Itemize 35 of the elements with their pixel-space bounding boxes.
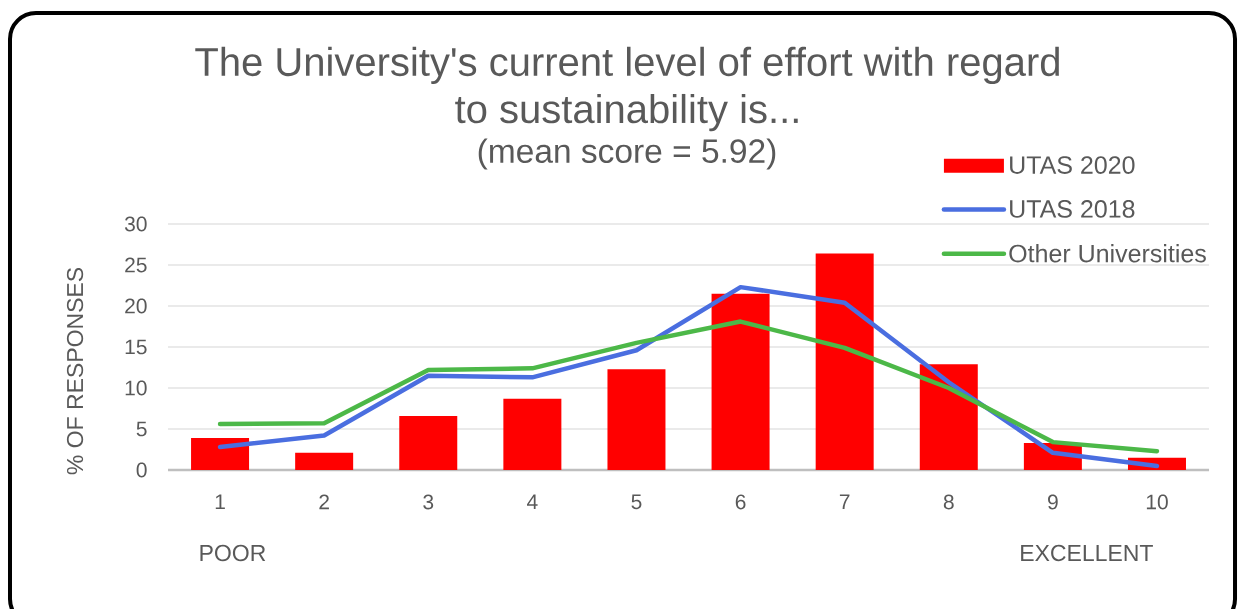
- legend-label: Other Universities: [1009, 244, 1206, 263]
- bar: [399, 415, 458, 470]
- line-series: [217, 319, 1160, 454]
- x-tick-label: 5: [631, 494, 642, 510]
- y-tick-label: 25: [125, 257, 147, 273]
- y-tick-label: 0: [136, 462, 147, 478]
- y-tick-label: 30: [124, 216, 147, 232]
- bar: [607, 369, 666, 470]
- text: POOR: [200, 544, 266, 562]
- x-tick-label: 7: [839, 494, 850, 509]
- legend-label: UTAS 2020: [1010, 156, 1135, 174]
- bar: [191, 438, 250, 470]
- x-tick-label: 9: [1048, 494, 1058, 510]
- bar: [711, 293, 770, 470]
- text: EXCELLENT: [1021, 544, 1153, 562]
- x-tick-label: 2: [319, 494, 329, 510]
- chart-title: The University's current level of effort with regard to sustainability is...: [195, 46, 1059, 132]
- x-tick-label: 8: [943, 494, 954, 510]
- y-axis-title: % OF RESPONSES: [66, 267, 84, 475]
- y-tick-label: 15: [125, 339, 147, 355]
- line-series: [217, 284, 1160, 469]
- chart-subtitle: (mean score = 5.92): [478, 138, 776, 170]
- x-tick-label: 1: [215, 494, 225, 509]
- bar: [815, 253, 874, 470]
- x-tick-label: 3: [423, 494, 434, 510]
- y-tick-label: 5: [136, 421, 147, 437]
- legend-label: UTAS 2018: [1010, 200, 1135, 218]
- y-tick-label: 20: [125, 298, 147, 314]
- bar: [919, 364, 978, 470]
- x-tick-label: 4: [527, 494, 538, 509]
- x-tick-label: 10: [1146, 494, 1168, 510]
- x-tick-label: 6: [735, 494, 746, 510]
- bar: [503, 398, 562, 470]
- y-tick-label: 10: [125, 380, 147, 396]
- bar: [295, 452, 354, 470]
